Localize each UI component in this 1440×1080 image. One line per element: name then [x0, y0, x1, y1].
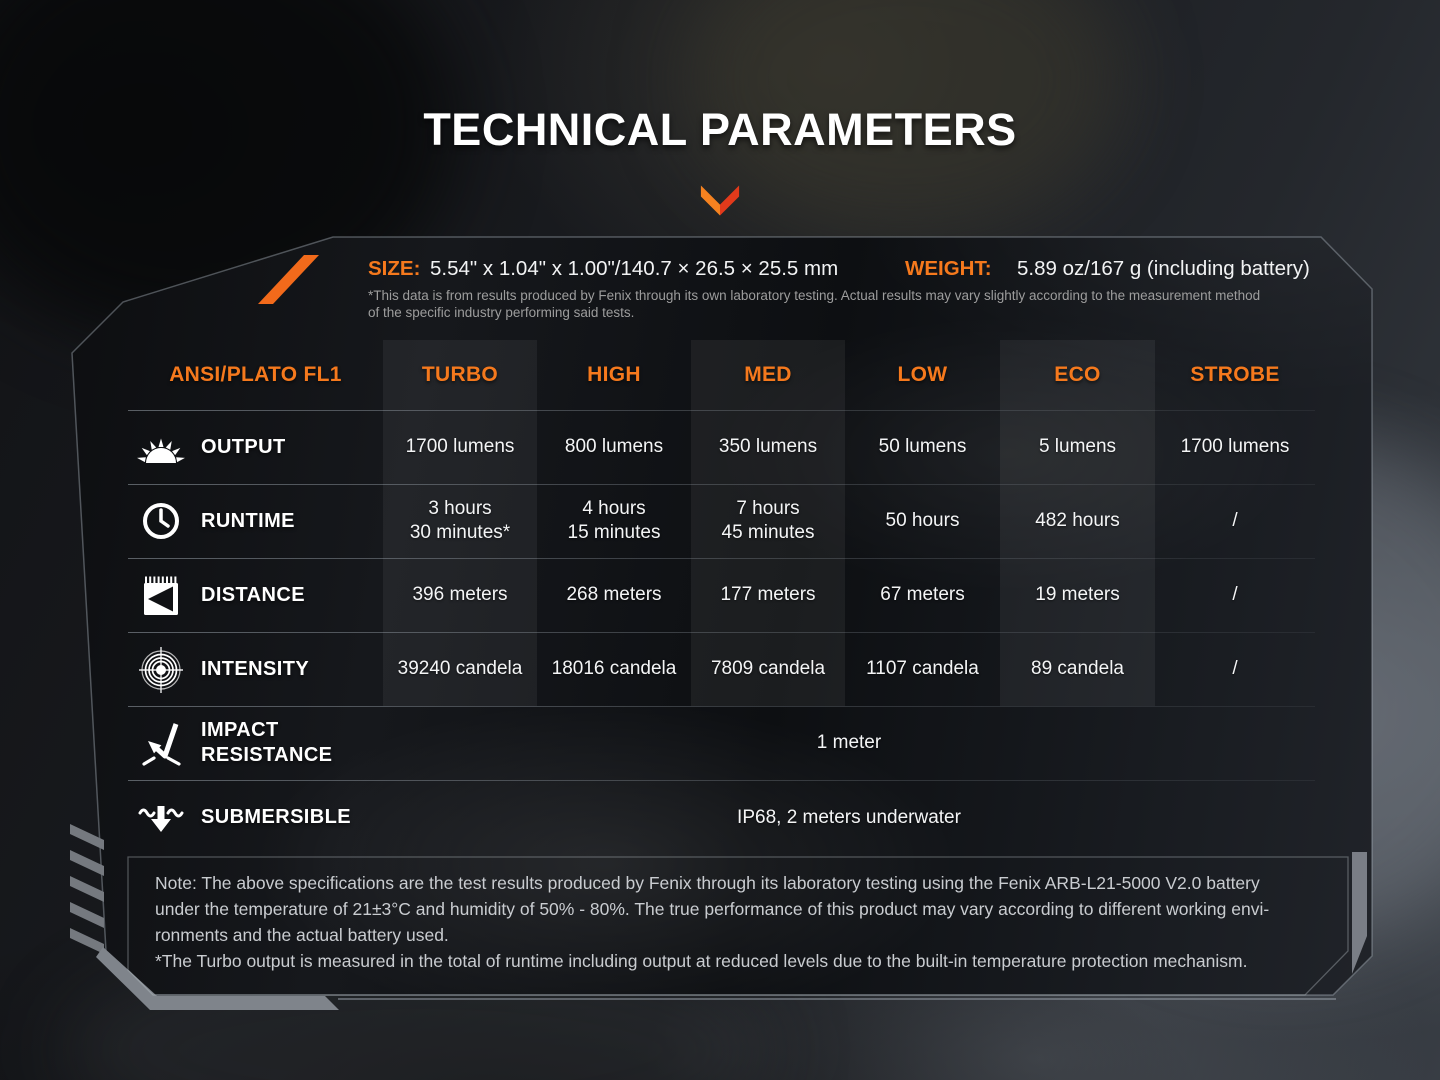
panel-outline: [71, 236, 1373, 996]
size-label: SIZE:: [368, 257, 421, 280]
row-label-cell: SUBMERSIBLE: [128, 798, 383, 838]
lab-test-disclaimer: *This data is from results produced by F…: [368, 288, 1261, 320]
value-cell: 177 meters: [720, 584, 816, 605]
value-cell: /: [1232, 510, 1238, 531]
value-cell: 3 hours 30 minutes*: [409, 498, 511, 543]
row-separator: [128, 558, 1315, 559]
note-section: Note: The above specifications are the t…: [155, 870, 1320, 974]
runtime-clock-icon: [134, 498, 188, 544]
submersible-icon: [134, 798, 188, 838]
row-label: DISTANCE: [201, 583, 305, 606]
orange-slash-accent: [258, 255, 319, 304]
row-label: OUTPUT: [201, 435, 286, 458]
value-cell: 482 hours: [1035, 510, 1120, 531]
value-cell: 1700 lumens: [1180, 436, 1290, 457]
value-cell: 268 meters: [566, 584, 662, 605]
right-trim-bar: [1352, 852, 1367, 974]
value-cell: 350 lumens: [718, 436, 818, 457]
value-cell: 396 meters: [412, 584, 508, 605]
table-row-runtime: RUNTIME 3 hours 30 minutes* 4 hours 15 m…: [128, 484, 1315, 558]
value-cell: 39240 candela: [397, 658, 523, 679]
header-low: LOW: [897, 363, 948, 386]
header-turbo: TURBO: [421, 363, 499, 386]
value-cell: 50 lumens: [878, 436, 967, 457]
intensity-candela-icon: [134, 645, 188, 693]
value-cell: 7 hours 45 minutes: [721, 498, 815, 543]
value-cell: 5 lumens: [1038, 436, 1117, 457]
note-footnote: *The Turbo output is measured in the tot…: [155, 951, 1248, 971]
row-separator: [128, 410, 1315, 411]
row-separator: [128, 632, 1315, 633]
value-cell: 18016 candela: [551, 658, 677, 679]
header-eco: ECO: [1054, 363, 1101, 386]
row-label-cell: DISTANCE: [128, 572, 383, 618]
table-row-output: OUTPUT 1700 lumens 800 lumens 350 lumens…: [128, 410, 1315, 484]
row-label-cell: INTENSITY: [128, 645, 383, 693]
background-blur-shape: [690, 0, 1120, 230]
row-separator: [128, 484, 1315, 485]
value-cell: 50 hours: [885, 510, 960, 531]
table-header-row: ANSI/PLATO FL1 TURBO HIGH MED LOW ECO ST…: [128, 340, 1315, 410]
merged-value-cell: 1 meter: [816, 732, 882, 753]
header-med: MED: [744, 363, 792, 386]
chevron-down-icon: [700, 185, 740, 216]
value-cell: 1107 candela: [866, 658, 979, 679]
row-label: INTENSITY: [201, 657, 310, 680]
bottom-trim-strip: [96, 947, 339, 1010]
note-panel-border: [127, 856, 1349, 996]
turbo-column-highlight: [383, 340, 537, 706]
value-cell: 67 meters: [880, 584, 965, 605]
row-separator: [128, 706, 1315, 707]
value-cell: /: [1232, 658, 1238, 679]
med-column-highlight: [691, 340, 845, 706]
page-title: TECHNICAL PARAMETERS: [423, 104, 1017, 155]
weight-value: 5.89 oz/167 g (including battery): [1017, 257, 1310, 280]
distance-range-icon: [134, 572, 188, 618]
row-label-cell: OUTPUT: [128, 427, 383, 467]
row-label: RUNTIME: [201, 509, 295, 532]
value-cell: 19 meters: [1035, 584, 1120, 605]
size-value: 5.54" x 1.04" x 1.00"/140.7 × 26.5 × 25.…: [430, 257, 839, 280]
value-cell: 1700 lumens: [405, 436, 515, 457]
weight-label: WEIGHT:: [905, 257, 992, 280]
header-ansi-plato-fl1: ANSI/PLATO FL1: [169, 363, 342, 386]
row-label-cell: IMPACT RESISTANCE: [128, 718, 383, 768]
eco-column-highlight: [1000, 340, 1155, 706]
impact-resistance-icon: [134, 719, 188, 767]
value-cell: 7809 candela: [710, 658, 826, 679]
output-sun-icon: [134, 427, 188, 467]
row-label: IMPACT RESISTANCE: [201, 719, 333, 766]
row-label: SUBMERSIBLE: [201, 806, 351, 828]
row-label-cell: RUNTIME: [128, 498, 383, 544]
header-high: HIGH: [587, 363, 641, 386]
merged-value-cell: IP68, 2 meters underwater: [737, 806, 961, 828]
table-row-distance: DISTANCE 396 meters 268 meters 177 meter…: [128, 558, 1315, 632]
value-cell: /: [1232, 584, 1238, 605]
value-cell: 4 hours 15 minutes: [567, 498, 661, 543]
header-strobe: STROBE: [1190, 363, 1280, 386]
value-cell: 89 candela: [1031, 658, 1124, 679]
table-row-intensity: INTENSITY 39240 candela 18016 candela 78…: [128, 632, 1315, 706]
spec-table: ANSI/PLATO FL1 TURBO HIGH MED LOW ECO ST…: [128, 340, 1315, 855]
note-body: Note: The above specifications are the t…: [155, 873, 1270, 945]
row-separator: [128, 780, 1315, 781]
table-row-submersible: SUBMERSIBLE IP68, 2 meters underwater: [128, 780, 1315, 855]
hazard-stripes: [70, 824, 104, 954]
value-cell: 800 lumens: [564, 436, 664, 457]
table-row-impact-resistance: IMPACT RESISTANCE 1 meter: [128, 706, 1315, 780]
